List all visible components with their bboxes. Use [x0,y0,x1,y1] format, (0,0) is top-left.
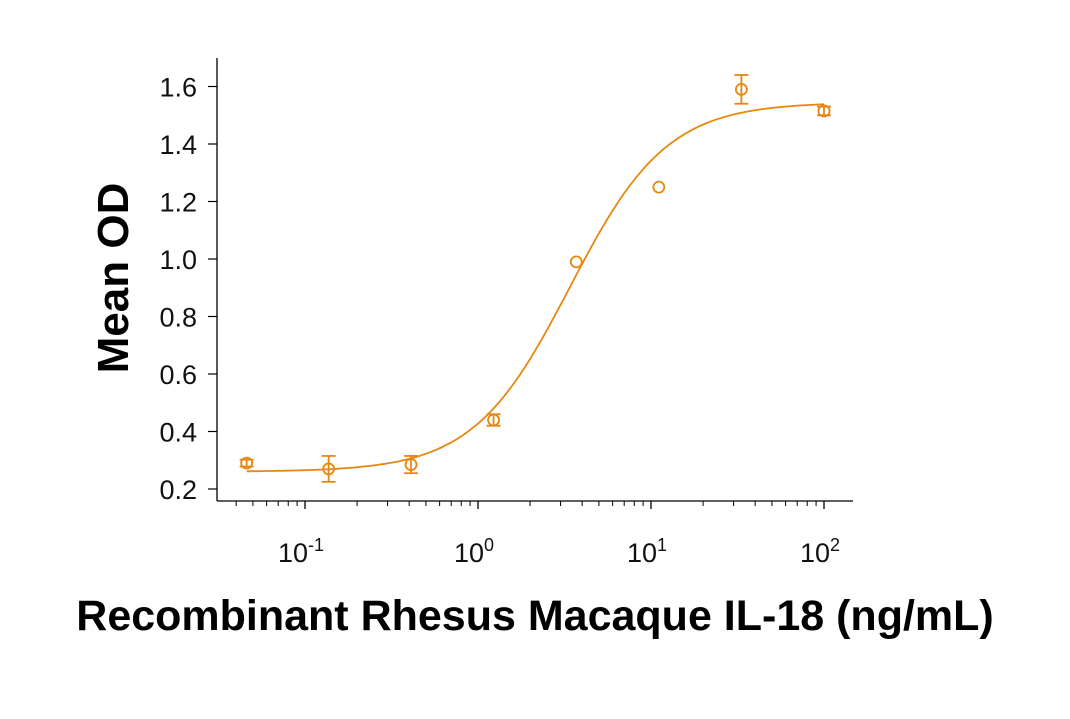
y-axis-title: Mean OD [89,183,138,374]
data-point [569,255,583,269]
y-tick-label: 0.2 [159,475,197,505]
y-tick-label: 0.6 [159,360,197,390]
open-circle-marker [404,458,418,471]
open-circle-marker [322,462,336,476]
x-tick-label: 10-1 [278,535,324,568]
x-tick-label: 100 [454,535,494,568]
y-tick-label: 1.2 [159,188,197,218]
y-tick-label: 1.4 [159,130,197,160]
data-point [817,104,831,118]
open-circle-marker [569,255,583,269]
y-tick-label: 0.8 [159,303,197,333]
open-circle-marker [817,104,831,118]
x-tick-label: 102 [800,535,840,568]
y-tick-label: 1.0 [159,245,197,275]
data-point [652,180,666,194]
open-circle-marker [487,413,500,427]
open-circle-marker [652,180,666,194]
x-axis-title: Recombinant Rhesus Macaque IL-18 (ng/mL) [76,592,994,640]
fit-curve [246,103,825,473]
data-point [486,413,501,427]
data-point [404,455,419,475]
data-point [321,455,336,483]
open-circle-marker [240,456,254,470]
y-tick-label: 0.4 [159,418,197,448]
x-tick-label: 101 [627,535,667,568]
open-circle-marker [734,82,748,96]
data-point [734,74,749,105]
y-tick-label: 1.6 [159,73,197,103]
data-point [239,456,254,470]
y-axis: 0.2 0.4 0.6 0.8 1.0 1.2 1.4 1.6 [159,58,218,505]
data-points [239,74,831,483]
x-axis: 10-1 100 101 102 [217,500,853,568]
